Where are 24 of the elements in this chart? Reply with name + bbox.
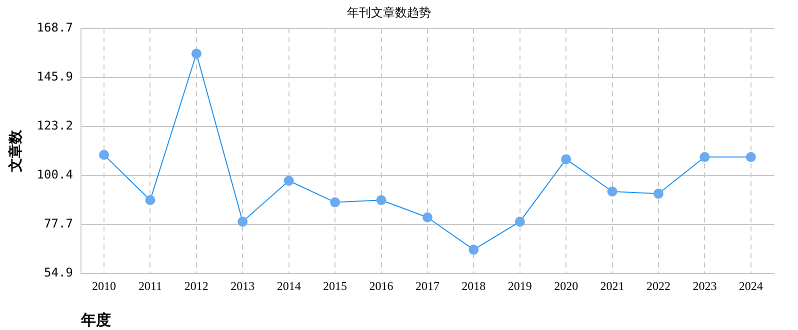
x-tick-label: 2023 [692,278,717,293]
x-tick-label: 2019 [508,278,532,293]
x-tick-label: 2020 [554,278,578,293]
x-tick-label: 2024 [738,278,763,293]
x-tick-label: 2013 [230,278,255,293]
x-axis-title: 年度 [80,310,111,329]
x-tick-label: 2022 [646,278,670,293]
y-tick-label: 54.9 [44,266,73,280]
x-tick-label: 2012 [184,278,208,293]
x-tick-label: 2021 [600,278,624,293]
chart-title: 年刊文章数趋势 [347,5,431,20]
x-tick-label: 2018 [462,278,486,293]
y-axis-title: 文章数 [7,129,24,173]
x-tick-label: 2016 [369,278,394,293]
y-tick-label: 123.2 [36,118,73,133]
x-tick-label: 2015 [323,278,348,293]
x-tick-label: 2017 [415,278,440,293]
x-tick-label: 2011 [138,278,162,293]
x-tick-label: 2014 [276,278,301,293]
y-tick-label: 168.7 [36,20,73,35]
y-tick-label: 100.4 [36,168,73,182]
x-tick-label: 2010 [92,278,116,293]
y-tick-label: 77.7 [44,216,73,231]
y-tick-label: 145.9 [36,70,73,84]
